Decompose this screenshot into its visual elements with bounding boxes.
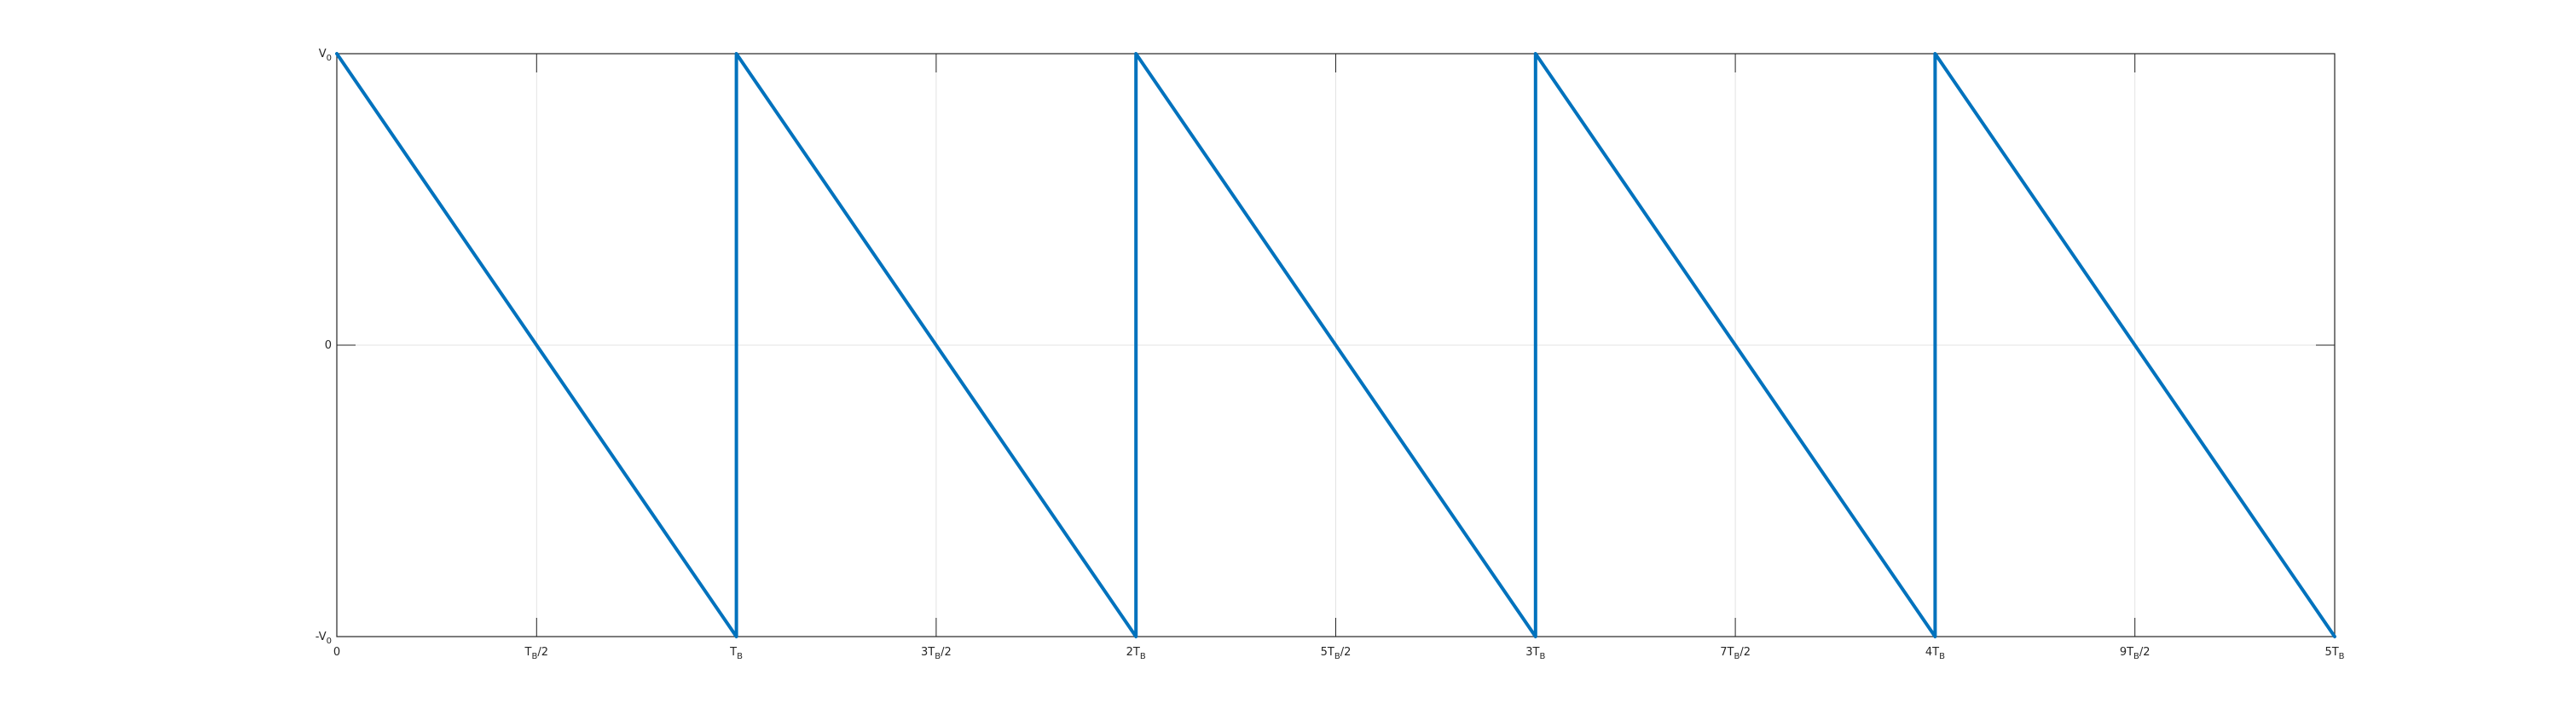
x-tick-label-4: 2TB bbox=[1126, 646, 1146, 661]
x-tick-label-0: 0 bbox=[333, 646, 340, 659]
x-tick-label-10: 5TB bbox=[2324, 646, 2344, 661]
x-tick-label-3: 3TB/2 bbox=[921, 646, 952, 661]
y-tick-label-1: 0 bbox=[325, 339, 332, 352]
x-tick-label-8: 4TB bbox=[1925, 646, 1945, 661]
series-line-0 bbox=[335, 52, 2336, 638]
axes bbox=[336, 53, 2336, 637]
x-tick-label-5: 5TB/2 bbox=[1321, 646, 1352, 661]
y-tick-label-0: -V0 bbox=[315, 631, 332, 646]
x-tick-label-7: 7TB/2 bbox=[1720, 646, 1751, 661]
tick-labels: 0 TB/2 TB 3TB/2 2TB 5TB/2 3TB 7TB/2 4TB 9TB/2 5TB -… bbox=[315, 48, 2345, 661]
series-layer bbox=[335, 52, 2336, 638]
x-tick-label-1: TB/2 bbox=[524, 646, 548, 661]
x-tick-label-6: 3TB bbox=[1525, 646, 1545, 661]
x-tick-label-2: TB bbox=[729, 646, 743, 661]
y-tick-label-2: V0 bbox=[319, 48, 332, 63]
x-tick-label-9: 9TB/2 bbox=[2120, 646, 2151, 661]
